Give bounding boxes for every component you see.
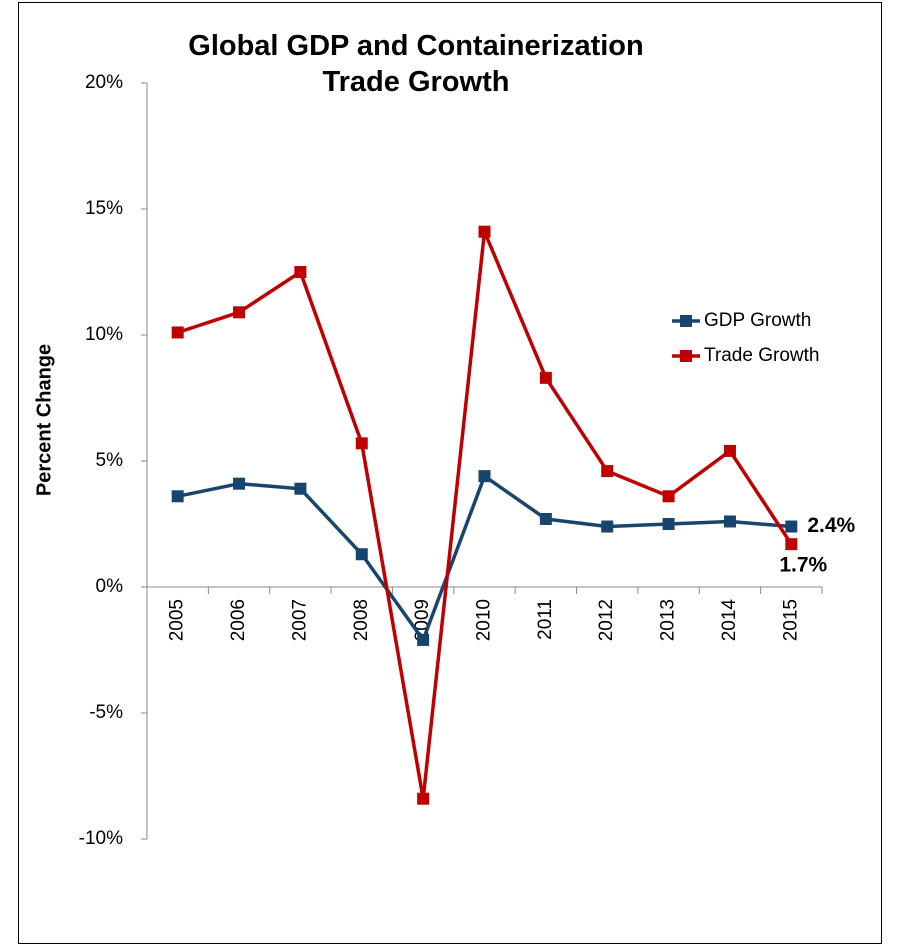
x-tick-label: 2012 <box>596 599 617 641</box>
legend-marker <box>680 350 692 362</box>
data-label: 2.4% <box>807 514 855 537</box>
marker <box>539 512 552 525</box>
x-tick-label: 2005 <box>167 599 188 641</box>
y-tick-label: 10% <box>85 324 123 345</box>
marker <box>723 515 736 528</box>
legend-marker <box>680 315 692 327</box>
legend-label: Trade Growth <box>704 345 819 366</box>
marker <box>662 518 675 530</box>
marker <box>478 470 491 483</box>
marker <box>601 465 614 478</box>
marker <box>355 548 368 561</box>
marker <box>723 444 736 457</box>
marker <box>171 326 184 339</box>
x-tick-label: 2011 <box>535 599 556 640</box>
marker <box>601 520 614 533</box>
data-label: 1.7% <box>779 554 827 577</box>
y-tick-label: 5% <box>96 450 124 471</box>
x-tick-label: 2014 <box>719 599 740 642</box>
chart-title: Global GDP and Containerization Trade Gr… <box>188 30 644 98</box>
x-tick-label: 2015 <box>780 599 801 641</box>
x-tick-label: 2013 <box>658 599 679 641</box>
y-tick-label: -10% <box>79 828 123 849</box>
x-tick-label: 2007 <box>289 599 310 641</box>
marker <box>233 477 246 490</box>
x-tick-label: 2006 <box>228 599 249 641</box>
series-line <box>177 229 793 801</box>
marker <box>171 490 184 503</box>
marker <box>233 306 246 319</box>
x-tick-label: 2008 <box>351 599 372 641</box>
chart-frame <box>18 2 882 944</box>
legend-label: GDP Growth <box>704 310 811 331</box>
marker <box>417 633 430 646</box>
marker <box>355 437 368 450</box>
marker <box>785 538 798 551</box>
marker <box>417 792 430 805</box>
marker <box>785 520 798 533</box>
marker <box>294 482 307 495</box>
y-tick-label: 15% <box>85 198 123 219</box>
marker <box>478 225 491 238</box>
marker <box>539 371 552 384</box>
x-tick-label: 2010 <box>474 599 495 641</box>
y-axis-label: Percent Change <box>33 344 55 496</box>
y-tick-label: 20% <box>85 72 123 93</box>
y-tick-label: -5% <box>89 702 123 723</box>
y-tick-label: 0% <box>96 576 124 597</box>
marker <box>294 266 307 278</box>
marker <box>662 490 675 503</box>
